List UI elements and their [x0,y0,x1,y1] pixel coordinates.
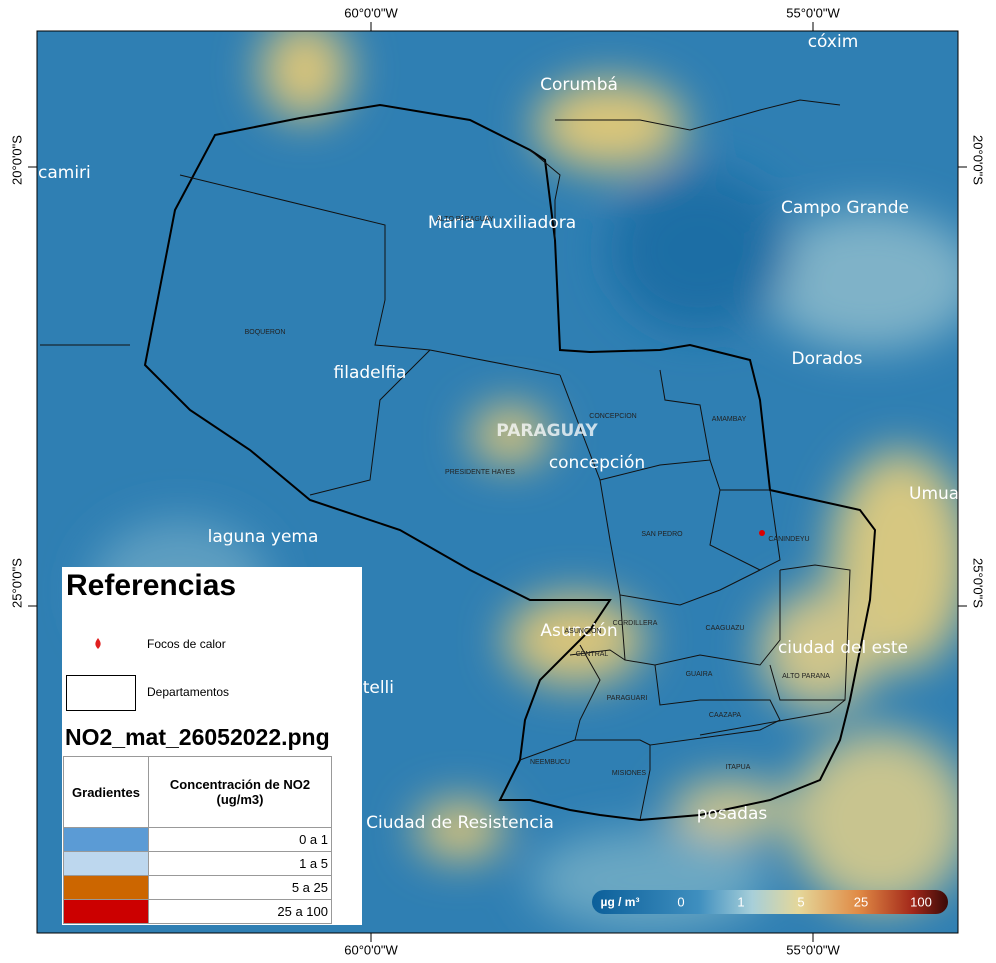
fire-icon [95,638,101,649]
legend-item: Focos de calor [147,637,226,651]
longitude-label: 60°0'0"W [344,5,398,20]
department-label: CAAGUAZU [706,625,745,632]
department-label: MISIONES [612,770,647,777]
paraguay-border [143,103,877,822]
gradient-range: 5 a 25 [148,875,332,900]
gradient-range: 25 a 100 [148,899,332,924]
department-label: ITAPUA [726,764,751,771]
latitude-label: 20°0'0"S [9,135,24,185]
table-header: Concentración de NO2 (ug/m3) [148,756,332,828]
table-row: 5 a 25 [63,875,332,900]
city-label: laguna yema [208,527,319,547]
city-label: filadelfia [334,363,407,383]
colorbar-ramp [592,890,948,914]
longitude-label: 60°0'0"W [344,942,398,957]
department-label: PARAGUARI [607,695,648,702]
layer-name: NO2_mat_26052022.png [65,724,330,750]
longitude-label: 55°0'0"W [786,942,840,957]
city-label: concepción [549,453,645,473]
table-row: 25 a 100 [63,899,332,924]
gradient-swatch [63,827,149,852]
department-label: CORDILLERA [613,620,658,627]
latitude-label: 25°0'0"S [971,558,986,608]
colorbar-unit: µg / m³ [601,895,640,909]
graticule: 60°0'0"W 60°0'0"W 55°0'0"W 55°0'0"W 20°0'0"S… [9,5,985,957]
latitude-label: 20°0'0"S [971,135,986,185]
gradient-swatch [63,899,149,924]
table-row: 0 a 1 [63,827,332,852]
department-label: AMAMBAY [712,416,747,423]
department-label: NEEMBUCU [530,759,570,766]
fire-hotspot [759,530,765,536]
longitude-label: 55°0'0"W [786,5,840,20]
city-label: Corumbá [540,75,618,95]
colorbar-tick: 0 [677,894,684,909]
gradient-range: 0 a 1 [148,827,332,852]
city-label: PARAGUAY [496,421,598,441]
department-swatch [66,675,136,711]
colorbar-tick: 5 [797,894,804,909]
city-label: camiri [38,163,91,183]
colorbar-tick: 1 [737,894,744,909]
colorbar-tick: 25 [854,894,868,909]
city-label: ciudad del este [778,638,908,658]
department-label: SAN PEDRO [641,531,683,538]
department-label: BOQUERON [245,329,286,336]
city-label: Umuarama [909,484,996,504]
department-label: PRESIDENTE HAYES [445,469,515,476]
city-label: cóxim [808,32,859,52]
department-label: ALTO PARAGUAY [436,216,494,223]
table-row: 1 a 5 [63,851,332,876]
city-label: posadas [697,804,768,824]
legend: Referencias Focos de calor Departamentos… [62,567,362,925]
department-label: CONCEPCION [589,413,636,420]
city-label: Maria Auxiliadora [428,213,576,233]
city-label: Ciudad de Resistencia [366,813,554,833]
legend-item: Departamentos [147,685,230,699]
table-header: Gradientes [63,756,149,828]
department-label: CENTRAL [576,651,609,658]
gradient-swatch [63,851,149,876]
department-label: ASUNCION [565,628,602,635]
gradient-range: 1 a 5 [148,851,332,876]
department-label: ALTO PARANA [782,673,830,680]
frame-border [36,30,959,934]
department-label: CANINDEYU [768,536,809,543]
gradient-table: Gradientes Concentración de NO2 (ug/m3) … [63,756,332,924]
legend-title: Referencias [66,569,237,602]
department-borders [179,174,851,821]
gradient-swatch [63,875,149,900]
department-label: CAAZAPA [709,712,741,719]
latitude-label: 25°0'0"S [9,558,24,608]
city-label: Asunción [540,621,617,641]
department-label: GUAIRA [686,671,713,678]
labels: cóxim Corumbá camiri Maria Auxiliadora Campo… [38,32,996,833]
city-label: Campo Grande [781,198,909,218]
city-label: Dorados [792,349,863,369]
colorbar-tick: 100 [910,894,932,909]
international-borders [40,99,841,346]
colorbar: µg / m³ 0 1 5 25 100 [592,890,948,914]
